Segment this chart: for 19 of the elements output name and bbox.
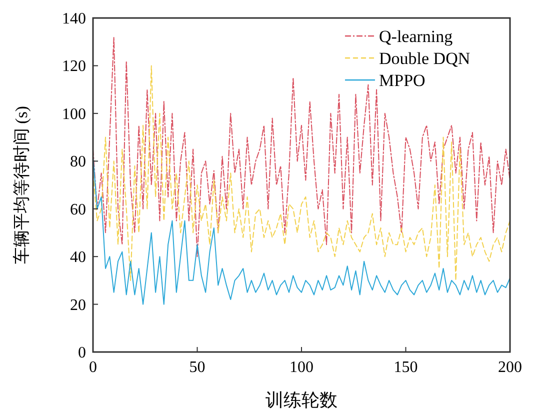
x-axis-title: 训练轮数 [266, 390, 338, 410]
x-tick-label: 0 [89, 359, 97, 376]
y-tick-label: 20 [70, 296, 86, 314]
y-tick-label: 140 [62, 10, 86, 28]
y-tick-label: 100 [62, 106, 86, 123]
legend-label: Double DQN [379, 49, 470, 68]
line-series [92, 65, 510, 281]
y-tick-label: 0 [78, 344, 86, 362]
x-tick-label: 100 [290, 359, 314, 376]
y-tick-label: 80 [70, 154, 86, 171]
x-tick-label: 200 [498, 359, 522, 376]
y-tick-label: 120 [62, 58, 86, 76]
legend-label: MPPO [379, 71, 426, 90]
x-tick-label: 50 [189, 359, 206, 376]
legend-label: Q-learning [379, 27, 454, 46]
y-tick-label: 40 [70, 249, 86, 266]
y-axis-title: 车辆平均等待时间 (s) [12, 106, 31, 264]
x-tick-label: 150 [394, 359, 418, 376]
y-tick-label: 60 [70, 201, 86, 218]
